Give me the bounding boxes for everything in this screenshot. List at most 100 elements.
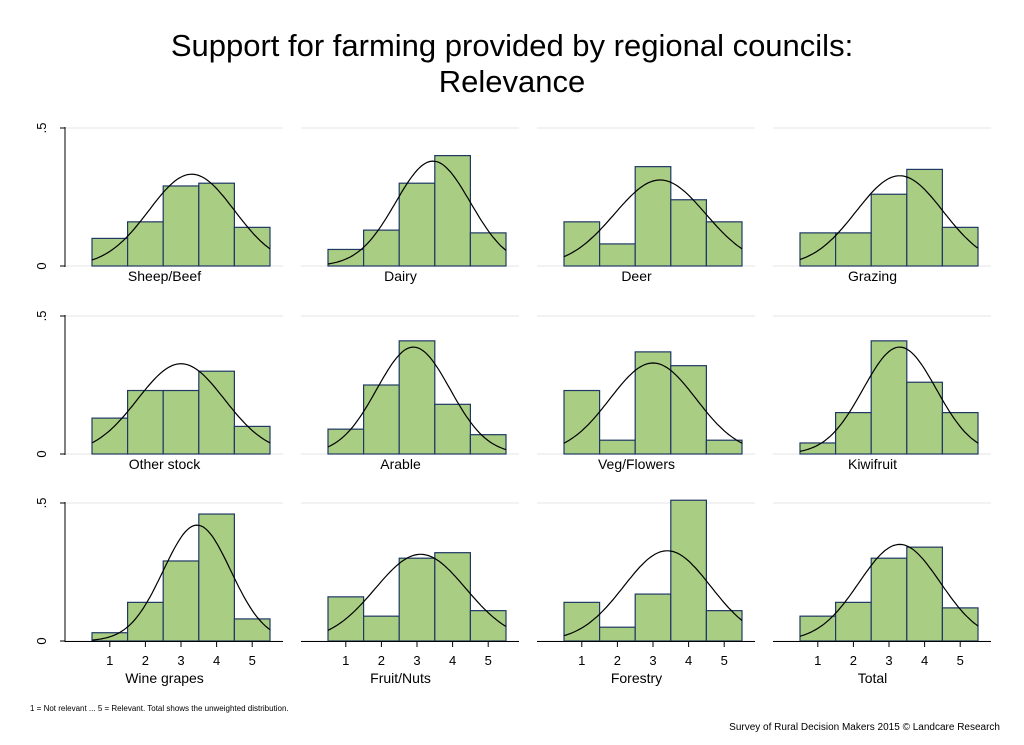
histogram-bar	[126, 221, 164, 267]
histogram-bar	[398, 182, 436, 267]
histogram-bar	[563, 601, 601, 642]
histogram-bar	[398, 340, 436, 455]
panel-forestry: 1 2 3 4 5 Forestry	[537, 499, 755, 686]
density-curve	[799, 175, 979, 261]
panel-label: Dairy	[384, 268, 417, 284]
panel-sheep-beef: 0 .5 Sheep/Beef	[34, 123, 283, 284]
panel-label: Deer	[621, 268, 652, 284]
histogram-bar	[906, 546, 943, 642]
x-tick-label: 3	[649, 653, 656, 668]
histogram-bar	[162, 389, 200, 455]
density-curve	[799, 346, 979, 452]
x-tick-label: 1	[342, 653, 349, 668]
histogram-bar	[563, 389, 601, 455]
histogram-bar	[670, 499, 707, 642]
histogram-bar	[906, 381, 943, 455]
histogram-bar	[91, 237, 129, 267]
histogram-bar	[198, 370, 236, 455]
panel-fruit-nuts: 1 2 3 4 5 Fruit/Nuts	[301, 502, 519, 686]
x-tick-label: 2	[614, 653, 621, 668]
panel-kiwifruit: Kiwifruit	[773, 315, 991, 472]
x-tick-label: 4	[449, 653, 456, 668]
histogram-bar	[634, 593, 672, 642]
x-tick-label: 5	[485, 653, 492, 668]
histogram-bar	[870, 193, 908, 267]
histogram-bar	[941, 226, 979, 267]
footnote: 1 = Not relevant ... 5 = Relevant. Total…	[30, 704, 289, 713]
histogram-bar	[634, 351, 672, 455]
histogram-bar	[162, 560, 200, 642]
panel-wine-grapes: 0 .5 1 2 3 4 5 Wine grapes	[34, 498, 283, 686]
panel-veg-flowers: Veg/Flowers	[537, 315, 755, 472]
panel-deer: Deer	[537, 127, 755, 284]
histogram-bar	[363, 615, 400, 642]
histogram-bar	[233, 226, 271, 267]
panel-label: Fruit/Nuts	[370, 670, 431, 686]
panel-label: Sheep/Beef	[128, 268, 201, 284]
density-curve	[563, 362, 743, 444]
histogram-bar	[363, 229, 400, 267]
x-tick-label: 4	[213, 653, 220, 668]
x-tick-label: 3	[885, 653, 892, 668]
chart-title-line-1: Support for farming provided by regional…	[170, 28, 854, 63]
y-tick-label: .5	[34, 123, 49, 134]
histogram-bar	[91, 417, 129, 455]
histogram-bar	[670, 199, 707, 267]
histogram-bar	[198, 513, 236, 642]
y-tick-label: .5	[34, 498, 49, 509]
histogram-bar	[799, 232, 837, 267]
y-tick-label: 0	[34, 262, 49, 269]
panel-dairy: Dairy	[301, 127, 519, 284]
y-tick-label: 0	[34, 637, 49, 644]
histogram-bar	[705, 439, 743, 455]
panel-label: Grazing	[848, 268, 897, 284]
density-curve	[327, 160, 507, 265]
panel-grazing: Grazing	[773, 127, 991, 284]
x-tick-label: 4	[685, 653, 692, 668]
density-curve	[91, 524, 271, 641]
panel-label: Arable	[380, 456, 421, 472]
panel-label: Other stock	[129, 456, 202, 472]
x-tick-label: 2	[850, 653, 857, 668]
histogram-bar	[870, 557, 908, 642]
panel-total: 1 2 3 4 5 Total	[773, 502, 991, 686]
x-tick-label: 1	[106, 653, 113, 668]
histogram-bar	[434, 403, 471, 455]
histogram-bar	[705, 221, 743, 267]
histogram-bar	[906, 168, 943, 267]
histogram-bar	[598, 243, 636, 267]
x-tick-label: 2	[378, 653, 385, 668]
x-tick-label: 4	[921, 653, 928, 668]
histogram-bar	[327, 428, 365, 455]
x-tick-label: 5	[957, 653, 964, 668]
chart-title: Support for farming provided by regional…	[0, 28, 1024, 100]
histogram-bar	[162, 185, 200, 267]
panel-label: Veg/Flowers	[598, 456, 675, 472]
x-tick-label: 3	[177, 653, 184, 668]
histogram-bar	[434, 552, 471, 642]
density-curve	[91, 363, 271, 444]
x-tick-label: 5	[721, 653, 728, 668]
density-curve	[327, 346, 507, 451]
x-tick-label: 1	[578, 653, 585, 668]
chart-title-line-2: Relevance	[438, 64, 586, 99]
x-tick-label: 3	[413, 653, 420, 668]
histogram-bar	[563, 221, 601, 267]
source-credit: Survey of Rural Decision Makers 2015 © L…	[729, 722, 1000, 733]
panel-label: Total	[858, 670, 888, 686]
x-tick-label: 2	[142, 653, 149, 668]
histogram-bar	[398, 557, 436, 642]
histogram-bar	[834, 601, 872, 642]
histogram-bar	[198, 182, 236, 267]
histogram-bar	[434, 155, 471, 267]
y-tick-label: 0	[34, 450, 49, 457]
histogram-bar	[469, 610, 507, 642]
histogram-bar	[870, 340, 908, 455]
density-curve	[563, 550, 743, 637]
density-curve	[563, 179, 743, 258]
histogram-bar	[469, 434, 507, 455]
histogram-bar	[363, 384, 400, 455]
y-tick-label: .5	[34, 311, 49, 322]
histogram-bar	[598, 439, 636, 455]
